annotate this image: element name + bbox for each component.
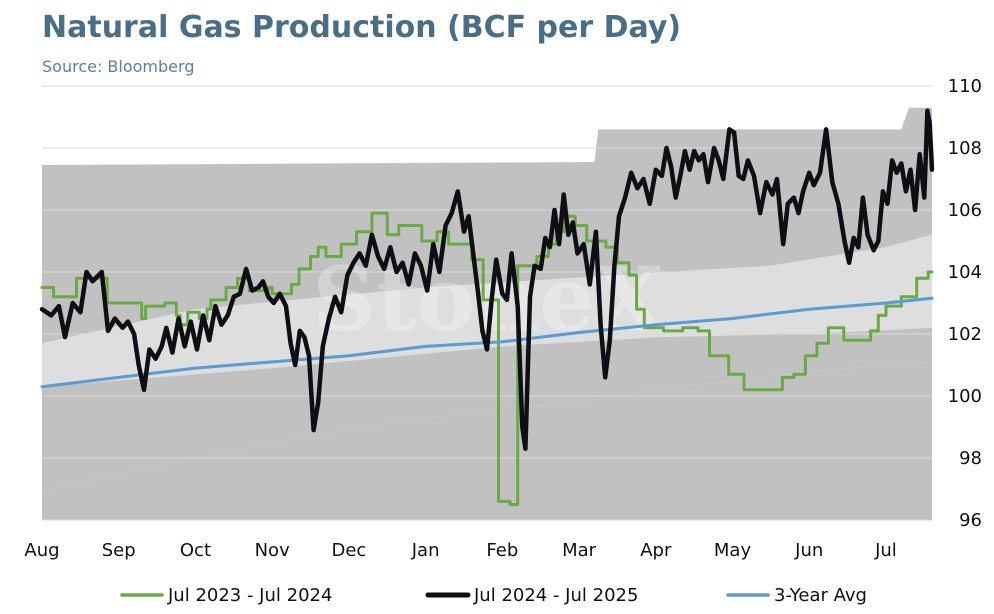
y-tick-label: 110 [948, 76, 982, 97]
chart-subtitle: Source: Bloomberg [42, 57, 195, 76]
legend-label: 3-Year Avg [774, 585, 867, 606]
series-lines [39, 108, 935, 506]
x-tick-label: Jun [794, 540, 823, 561]
x-tick-label: Sep [102, 540, 136, 561]
x-tick-label: Aug [24, 540, 59, 561]
legend-label: Jul 2024 - Jul 2025 [473, 585, 638, 606]
series-line [39, 108, 935, 451]
x-tick-label: Apr [640, 540, 672, 561]
x-tick-label: Jul [874, 540, 897, 561]
legend-label: Jul 2023 - Jul 2024 [167, 585, 332, 606]
series-line [40, 296, 934, 389]
x-tick-label: Oct [180, 540, 211, 561]
y-tick-label: 98 [959, 448, 982, 469]
y-tick-label: 106 [948, 200, 982, 221]
chart-title: Natural Gas Production (BCF per Day) [42, 10, 682, 45]
x-tick-label: Feb [486, 540, 518, 561]
series-line [40, 211, 934, 506]
band-inner [42, 234, 932, 387]
y-tick-label: 96 [959, 510, 982, 531]
y-tick-label: 108 [948, 138, 982, 159]
y-axis: 96 98 100 102 104 106 108 110 [948, 76, 982, 531]
x-tick-label: Dec [331, 540, 366, 561]
band-outer-mid [42, 327, 932, 493]
x-axis: Aug Sep Oct Nov Dec Jan Feb Mar Apr May Jun Jul [24, 540, 896, 561]
x-tick-label: Mar [562, 540, 597, 561]
x-tick-label: May [714, 540, 752, 561]
legend: Jul 2023 - Jul 2024 Jul 2024 - Jul 2025 3-… [120, 585, 867, 606]
y-tick-label: 102 [948, 324, 982, 345]
y-tick-label: 104 [948, 262, 982, 283]
band-outer-lower [42, 361, 932, 520]
x-tick-label: Nov [255, 540, 290, 561]
x-tick-label: Jan [411, 540, 440, 561]
y-tick-label: 100 [948, 386, 982, 407]
